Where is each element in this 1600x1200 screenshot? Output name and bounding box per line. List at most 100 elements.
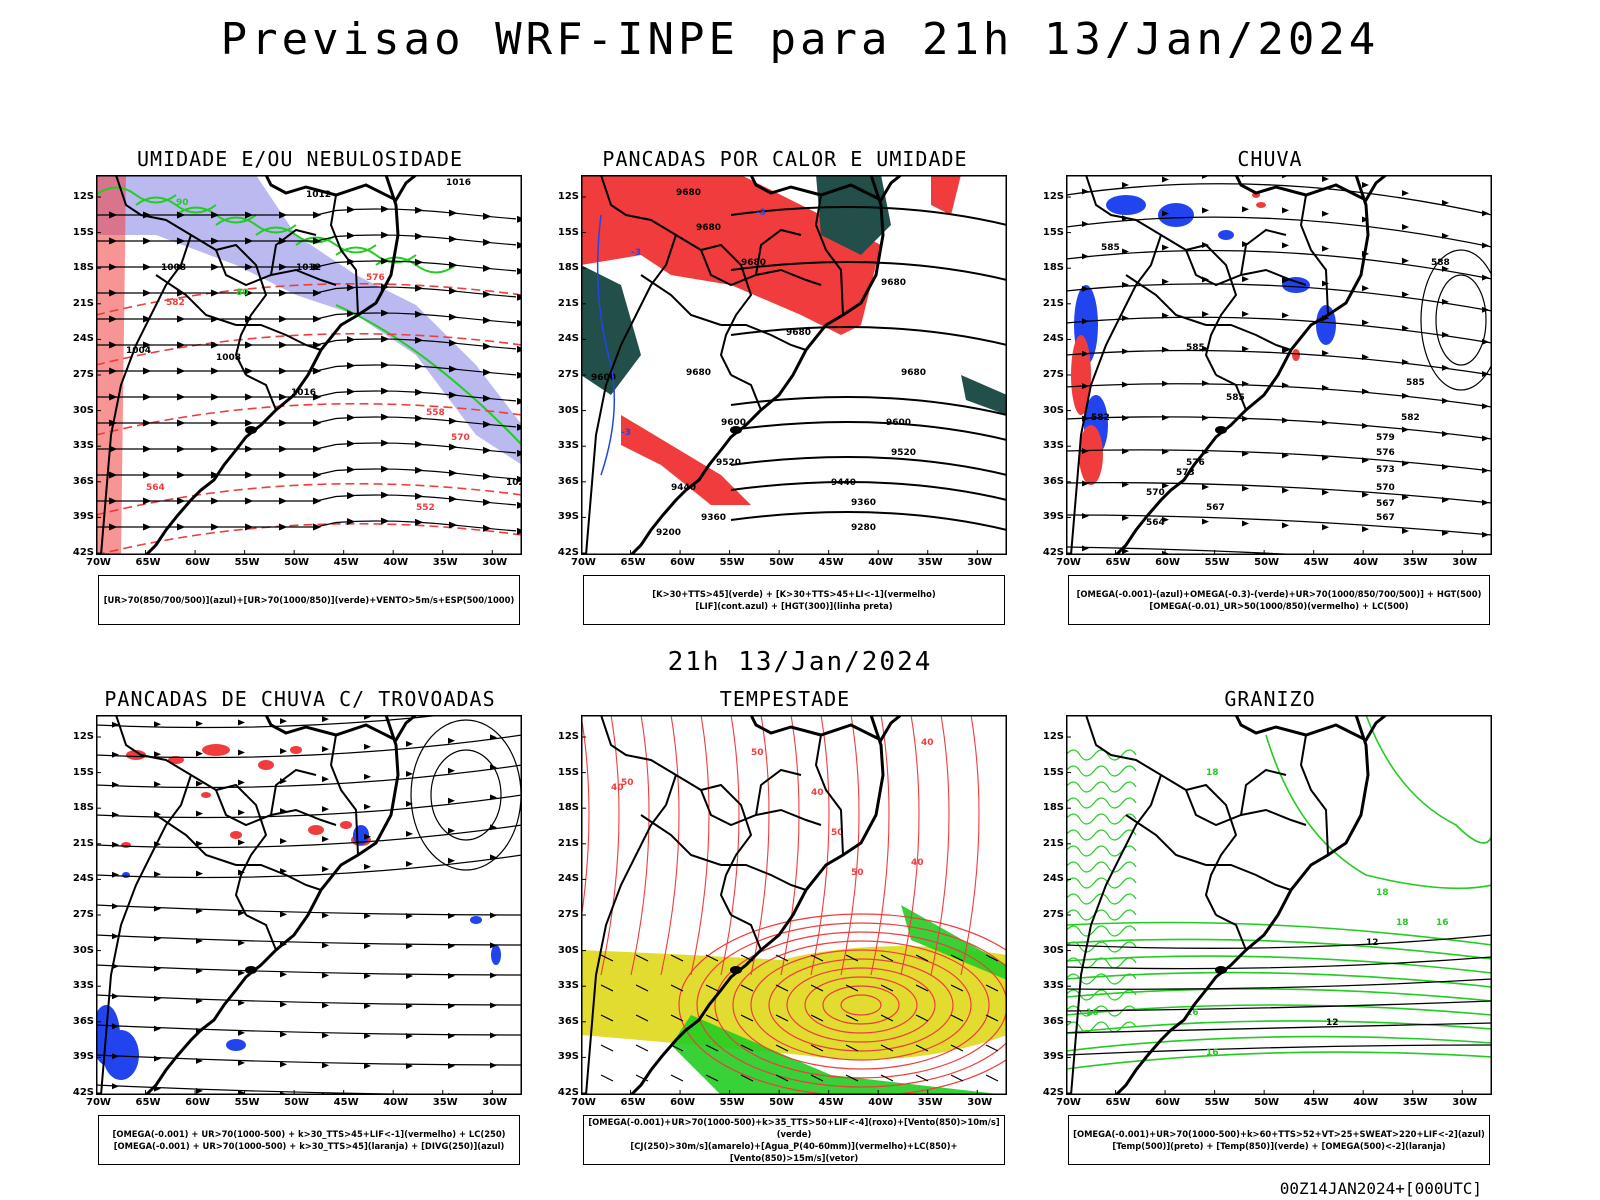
svg-text:1008: 1008 (216, 353, 241, 363)
lon-tick-label: 35W (1402, 557, 1428, 568)
svg-text:573: 573 (1176, 468, 1195, 478)
svg-text:16: 16 (1186, 1008, 1199, 1018)
svg-text:20: 20 (108, 1038, 121, 1048)
svg-text:9520: 9520 (716, 458, 741, 468)
legend-line: [LIF](cont.azul) + [HGT(300)](linha pret… (695, 601, 893, 611)
chart-panel-2: PANCADAS POR CALOR E UMIDADE 12S 15S 18S 21S… (545, 147, 1025, 637)
lon-tick-label: 70W (1056, 1097, 1081, 1108)
legend-line: [OMEGA(-0.001)+UR>70(1000-500)+k>35_TTS>… (588, 1117, 1000, 1139)
lon-tick-label: 50W (1254, 557, 1280, 568)
legend-line: [OMEGA(-0.01)_UR>50(1000/850)(vermelho) … (1149, 601, 1409, 611)
svg-text:582: 582 (1401, 413, 1420, 423)
lon-tick-label: 30W (482, 1097, 508, 1108)
lon-tick-label: 60W (1155, 1097, 1181, 1108)
lat-tick-label: 39S (557, 511, 579, 523)
svg-text:1016: 1016 (446, 178, 471, 188)
panel-title: CHUVA (1237, 147, 1303, 171)
lon-tick-label: 60W (185, 557, 211, 568)
svg-text:570: 570 (1376, 483, 1395, 493)
lat-tick-label: 30S (557, 404, 579, 416)
lat-tick-label: 15S (1042, 766, 1064, 778)
lat-tick-label: 42S (1042, 1087, 1064, 1098)
lon-tick-label: 45W (818, 557, 844, 568)
svg-text:582: 582 (166, 298, 185, 308)
svg-text:50: 50 (621, 778, 634, 788)
svg-text:1020: 1020 (506, 478, 522, 488)
svg-text:9680: 9680 (696, 223, 721, 233)
lat-tick-label: 27S (557, 909, 579, 920)
lat-tick-label: 33S (72, 980, 94, 992)
lat-tick-label: 33S (557, 980, 579, 992)
svg-text:18: 18 (1206, 768, 1219, 778)
lat-tick-label: 24S (1042, 873, 1064, 885)
lat-tick-label: 18S (72, 262, 94, 274)
svg-text:1004: 1004 (126, 346, 151, 356)
legend-line: [OMEGA(-0.001)+UR>70(1000-500)+k>60+TTS>… (1073, 1129, 1485, 1139)
lat-tick-label: 24S (1042, 333, 1064, 345)
lon-tick-label: 30W (482, 557, 508, 568)
lat-tick-label: 39S (72, 511, 94, 523)
lat-tick-label: 24S (557, 333, 579, 345)
svg-text:9680: 9680 (676, 188, 701, 198)
lon-tick-label: 40W (1353, 1097, 1379, 1108)
chart-panel-1: UMIDADE E/OU NEBULOSIDADE 12S 15S 18S 21S 24S… (60, 147, 540, 637)
lon-tick-label: 35W (917, 557, 943, 568)
lat-tick-label: 24S (557, 873, 579, 885)
lat-tick-label: 30S (1042, 944, 1064, 956)
panel-legend: [OMEGA(-0.001) + UR>70(1000-500) + k>30_… (98, 1115, 520, 1165)
lon-tick-label: 65W (1105, 557, 1131, 568)
panel-title: UMIDADE E/OU NEBULOSIDADE (136, 147, 464, 171)
lat-tick-label: 42S (557, 547, 579, 558)
svg-text:552: 552 (416, 503, 435, 513)
lon-tick-label: 35W (432, 557, 458, 568)
lat-tick-label: 30S (72, 944, 94, 956)
chart-panel-3: CHUVA 12S 15S 18S 21S 24S 27S 30S 33S 36S 39S 42S 70… (1030, 147, 1510, 637)
svg-text:9680: 9680 (786, 328, 811, 338)
lat-tick-label: 15S (557, 226, 579, 238)
svg-text:18: 18 (1396, 918, 1409, 928)
lon-tick-label: 70W (1056, 557, 1081, 568)
lon-tick-label: 55W (1204, 1097, 1230, 1108)
svg-text:576: 576 (366, 273, 385, 283)
lat-tick-label: 21S (557, 297, 579, 309)
lat-tick-label: 39S (1042, 511, 1064, 523)
legend-line: [K>30+TTS>45](verde) + [K>30+TTS>45+LI<-… (652, 589, 936, 599)
lat-tick-label: 12S (557, 731, 579, 742)
panel-title: TEMPESTADE (719, 687, 851, 711)
lat-tick-label: 18S (1042, 262, 1064, 274)
svg-text:9680: 9680 (901, 368, 926, 378)
lon-tick-label: 65W (1105, 1097, 1131, 1108)
lon-tick-label: 55W (719, 557, 745, 568)
lon-tick-label: 65W (135, 557, 161, 568)
lat-tick-label: 27S (1042, 909, 1064, 920)
svg-text:12: 12 (1326, 1018, 1339, 1028)
lon-tick-label: 55W (234, 1097, 260, 1108)
svg-text:9280: 9280 (851, 523, 876, 533)
lat-tick-label: 18S (557, 262, 579, 274)
lat-tick-label: 15S (557, 766, 579, 778)
svg-text:16: 16 (1206, 1048, 1219, 1058)
legend-line: [OMEGA(-0.001)-(azul)+OMEGA(-0.3)-(verde… (1076, 589, 1482, 599)
lon-tick-label: 60W (670, 1097, 696, 1108)
chart-panel-5: TEMPESTADE 12S 15S 18S 21S 24S 27S 30S 33S 36S 39S… (545, 687, 1025, 1177)
svg-text:-3: -3 (756, 208, 766, 218)
lon-tick-label: 70W (571, 557, 596, 568)
panel-legend: [K>30+TTS>45](verde) + [K>30+TTS>45+LI<-… (583, 575, 1005, 625)
panel-legend: [UR>70(850/700/500)](azul)+[UR>70(1000/8… (98, 575, 520, 625)
lon-tick-label: 50W (284, 1097, 310, 1108)
legend-line: [OMEGA(-0.001) + UR>70(1000-500) + k>30_… (113, 1141, 505, 1151)
lat-tick-label: 36S (1042, 1015, 1064, 1027)
lon-tick-label: 35W (1402, 1097, 1428, 1108)
panel-title: PANCADAS POR CALOR E UMIDADE (602, 147, 968, 171)
lon-tick-label: 30W (967, 1097, 993, 1108)
lon-tick-label: 45W (333, 557, 359, 568)
lon-tick-label: 40W (383, 1097, 409, 1108)
svg-text:585: 585 (1406, 378, 1425, 388)
svg-text:9600: 9600 (886, 418, 911, 428)
lat-tick-label: 42S (72, 1087, 94, 1098)
lon-tick-label: 40W (868, 1097, 894, 1108)
svg-text:18: 18 (1376, 888, 1389, 898)
svg-text:564: 564 (146, 483, 165, 493)
lon-tick-label: 35W (432, 1097, 458, 1108)
svg-text:9680: 9680 (741, 258, 766, 268)
